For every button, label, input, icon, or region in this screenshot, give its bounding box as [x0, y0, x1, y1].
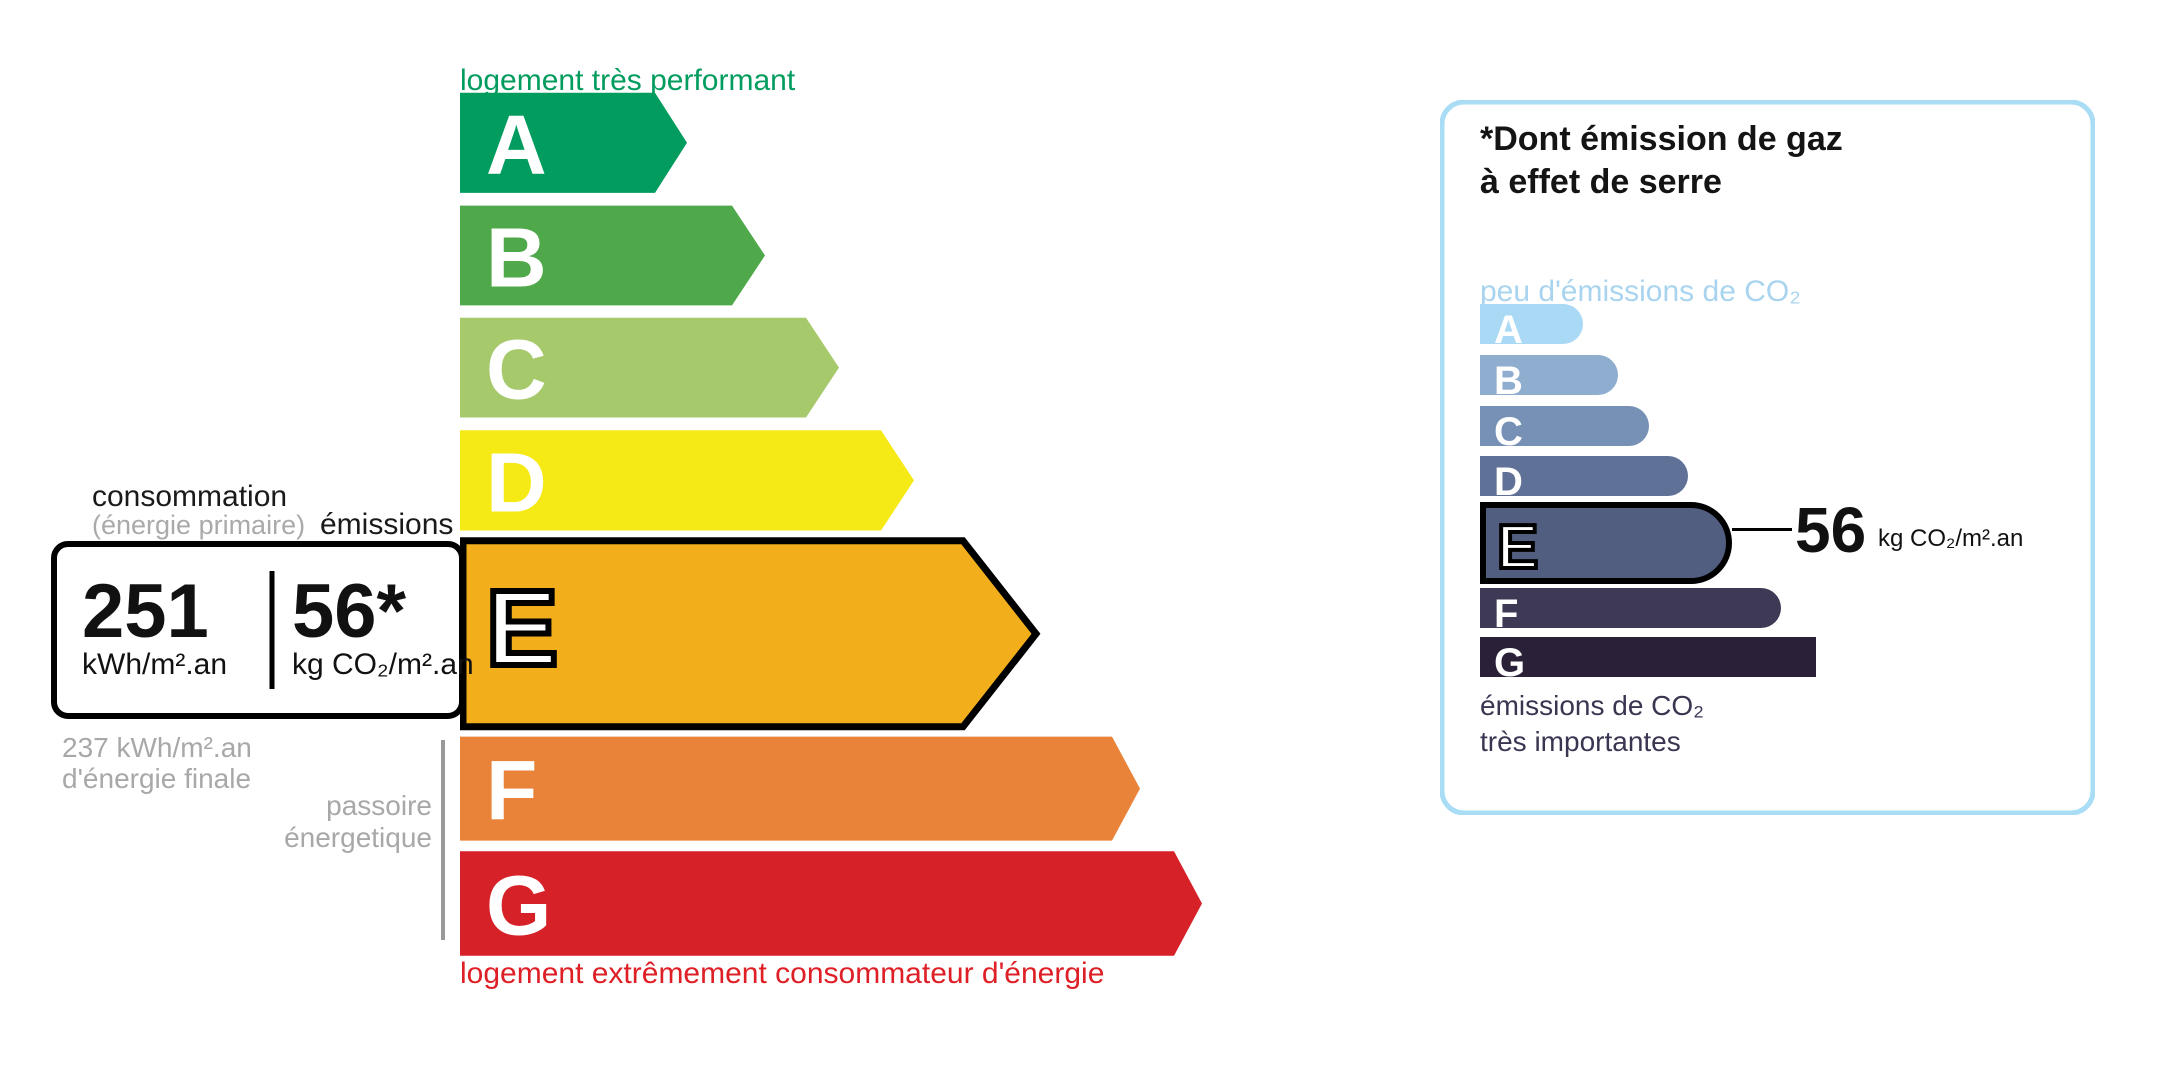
svg-text:E: E [486, 567, 558, 688]
svg-text:B: B [486, 211, 547, 305]
svg-text:A: A [1494, 308, 1523, 352]
svg-text:G: G [486, 859, 551, 953]
svg-text:D: D [1494, 460, 1523, 504]
svg-text:F: F [1494, 592, 1518, 636]
svg-text:A: A [486, 98, 547, 192]
svg-text:C: C [486, 323, 547, 417]
svg-text:F: F [486, 744, 537, 838]
svg-text:B: B [1494, 359, 1523, 403]
svg-text:C: C [1494, 410, 1523, 454]
svg-text:E: E [1497, 513, 1538, 582]
svg-text:D: D [486, 435, 547, 529]
svg-text:G: G [1494, 641, 1525, 685]
